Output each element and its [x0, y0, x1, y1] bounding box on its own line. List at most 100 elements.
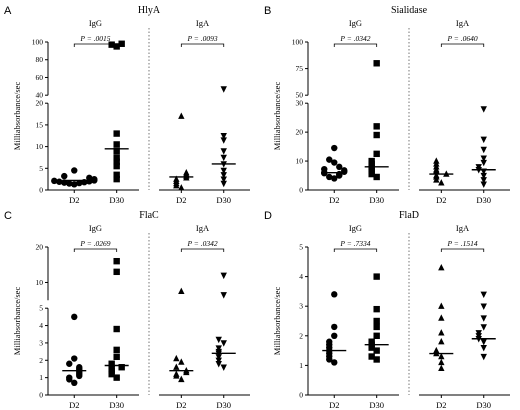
data-point: [480, 339, 487, 346]
y-tick-label: 1: [299, 361, 303, 370]
y-axis-label: Milliabsorbance/sec: [12, 82, 22, 151]
y-tick-label: 50: [296, 91, 304, 100]
data-point: [220, 86, 227, 93]
panel-letter: C: [4, 210, 12, 222]
y-tick-label: 10: [296, 157, 304, 166]
data-point: [373, 323, 380, 331]
data-point: [480, 181, 487, 188]
data-point: [433, 171, 440, 179]
data-point: [66, 360, 73, 367]
y-tick-label: 5: [39, 304, 43, 313]
data-point: [331, 159, 338, 166]
x-tick-label: D30: [109, 195, 124, 205]
data-point: [480, 155, 487, 162]
pvalue-label: P = .0015: [79, 34, 110, 43]
data-point: [56, 178, 63, 185]
data-point: [480, 172, 487, 180]
y-tick-label: 3: [39, 338, 43, 347]
data-point: [113, 257, 120, 265]
y-tick-label: 20: [36, 99, 44, 108]
data-point: [71, 355, 78, 362]
data-point: [373, 305, 380, 313]
data-point: [480, 159, 487, 167]
data-point: [373, 332, 380, 339]
data-point: [438, 364, 445, 372]
y-tick-label: 75: [296, 64, 304, 73]
y-tick-label: 1: [39, 373, 43, 382]
pvalue-label: P = .7334: [339, 239, 370, 248]
panel-title: FlaD: [399, 210, 419, 221]
data-point: [368, 353, 375, 360]
x-tick-label: D30: [109, 400, 124, 410]
group-label-iga: IgA: [196, 223, 210, 233]
data-point: [438, 338, 445, 345]
data-point: [331, 144, 338, 152]
data-point: [220, 180, 227, 188]
data-point: [368, 338, 375, 345]
data-point: [215, 357, 222, 364]
data-point: [373, 60, 380, 67]
data-point: [438, 358, 445, 366]
data-point: [173, 175, 180, 182]
data-point: [113, 374, 120, 381]
group-label-igg: IgG: [89, 223, 102, 233]
data-point: [215, 361, 222, 368]
data-point: [331, 359, 338, 366]
panel-letter: B: [264, 5, 271, 17]
data-point: [220, 176, 227, 183]
y-tick-label: 60: [36, 73, 44, 82]
pvalue-bracket: [440, 248, 485, 252]
data-point: [438, 352, 445, 360]
x-tick-label: D2: [176, 195, 186, 205]
data-point: [113, 171, 120, 179]
x-tick-label: D2: [436, 400, 446, 410]
data-point: [173, 370, 180, 377]
data-point: [66, 180, 73, 187]
data-point: [220, 137, 227, 144]
data-point: [71, 379, 78, 387]
x-tick-label: D2: [69, 195, 79, 205]
data-point: [71, 313, 78, 321]
y-tick-label: 10: [36, 278, 44, 287]
y-tick-label: 5: [39, 164, 43, 173]
data-point: [373, 173, 380, 181]
data-point: [91, 175, 98, 183]
x-tick-label: D30: [216, 195, 231, 205]
data-point: [331, 332, 338, 339]
data-point: [331, 323, 338, 331]
data-point: [178, 358, 185, 365]
data-point: [113, 141, 120, 148]
y-tick-label: 20: [36, 243, 44, 252]
data-point: [173, 354, 180, 362]
data-point: [178, 184, 185, 191]
data-point: [336, 163, 343, 171]
panel-letter: A: [4, 5, 12, 17]
data-point: [215, 336, 222, 344]
y-tick-label: 100: [292, 38, 304, 47]
x-tick-label: D2: [436, 195, 446, 205]
data-point: [113, 325, 120, 333]
panel-title: Sialidase: [391, 5, 428, 16]
data-point: [178, 287, 185, 295]
data-point: [373, 150, 380, 158]
data-point: [118, 364, 125, 371]
x-tick-label: D30: [216, 400, 231, 410]
x-tick-label: D30: [369, 195, 384, 205]
data-point: [433, 157, 440, 164]
group-label-iga: IgA: [456, 223, 470, 233]
data-point: [220, 172, 227, 179]
data-point: [373, 273, 380, 280]
data-point: [480, 291, 487, 299]
data-point: [61, 172, 68, 180]
data-point: [326, 156, 333, 163]
x-tick-label: D2: [329, 400, 339, 410]
data-point: [480, 303, 487, 310]
x-tick-label: D2: [329, 195, 339, 205]
data-point: [108, 360, 115, 367]
data-point: [113, 162, 120, 170]
data-point: [108, 41, 115, 48]
data-point: [373, 347, 380, 354]
x-tick-label: D30: [369, 400, 384, 410]
